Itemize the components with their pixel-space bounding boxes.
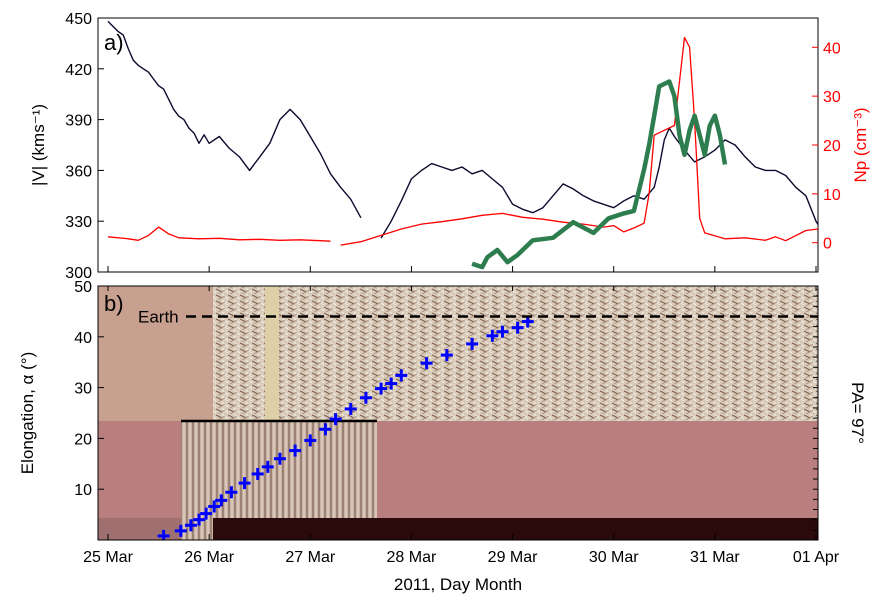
panel-a-label: a) xyxy=(104,30,124,55)
elongation-marker xyxy=(496,325,509,338)
density-tick-label: 20 xyxy=(823,138,841,155)
elongation-marker xyxy=(319,423,332,436)
elongation-marker xyxy=(304,434,317,447)
heatmap-data-gap xyxy=(265,286,279,423)
elongation-tick-label: 10 xyxy=(74,482,92,499)
elongation-marker xyxy=(420,357,433,370)
speed-tick-label: 450 xyxy=(65,11,92,28)
elongation-tick-label: 20 xyxy=(74,431,92,448)
density-axis-label: Np (cm⁻³) xyxy=(851,107,870,182)
elongation-marker xyxy=(273,452,286,465)
elongation-marker xyxy=(208,500,221,513)
speed-tick-label: 390 xyxy=(65,113,92,130)
elongation-marker xyxy=(486,329,499,342)
density-tick-label: 10 xyxy=(823,187,841,204)
density-tick-label: 40 xyxy=(823,40,841,57)
elongation-marker xyxy=(238,477,251,490)
heatmap-upper-region xyxy=(213,286,818,423)
x-axis-label: 2011, Day Month xyxy=(394,575,522,594)
elongation-marker xyxy=(395,369,408,382)
elongation-axis-label: Elongation, α (°) xyxy=(18,352,37,474)
elongation-marker xyxy=(225,486,238,499)
speed-density-panel: 300 330 360 390 420 450 0 10 20 30 40 a) |V| (kms… xyxy=(29,11,870,282)
elongation-marker xyxy=(466,337,479,350)
elongation-marker xyxy=(200,507,213,520)
elongation-marker xyxy=(193,513,206,526)
x-tick-label: 25 Mar xyxy=(83,549,133,566)
panel-a-frame xyxy=(97,17,819,273)
x-tick-label: 29 Mar xyxy=(488,549,538,566)
speed-tick-label: 420 xyxy=(65,62,92,79)
speed-series-line xyxy=(107,20,818,239)
heatmap-left-block xyxy=(98,286,213,423)
elongation-tick-label: 40 xyxy=(74,330,92,347)
green-series-line xyxy=(471,79,728,270)
panel-b-frame xyxy=(97,285,819,541)
x-tick-label: 28 Mar xyxy=(387,549,437,566)
earth-label: Earth xyxy=(138,307,179,326)
elongation-tick-label: 30 xyxy=(74,381,92,398)
elongation-marker xyxy=(375,382,388,395)
density-tick-label: 0 xyxy=(823,236,832,253)
elongation-marker xyxy=(344,402,357,415)
x-tick-label: 26 Mar xyxy=(184,549,234,566)
heatmap-dark-strip xyxy=(213,518,818,540)
elongation-marker xyxy=(184,519,197,532)
elongation-marker xyxy=(174,524,187,537)
density-series-line xyxy=(107,36,818,246)
x-tick-label: 27 Mar xyxy=(285,549,335,566)
x-tick-label: 31 Mar xyxy=(690,549,740,566)
elongation-marker xyxy=(511,321,524,334)
x-tick-label: 01 Apr xyxy=(793,549,840,566)
elongation-marker xyxy=(289,444,302,457)
speed-tick-label: 330 xyxy=(65,214,92,231)
elongation-panel: Earth 10 20 30 40 50 b) Elongation, α (°) PA… xyxy=(18,279,867,541)
speed-tick-label: 360 xyxy=(65,163,92,180)
elongation-marker xyxy=(261,460,274,473)
x-axis: 25 Mar 26 Mar 27 Mar 28 Mar 29 Mar 30 Mar 31 M… xyxy=(83,266,840,566)
elongation-marker xyxy=(359,391,372,404)
x-tick-label: 30 Mar xyxy=(589,549,639,566)
elongation-marker xyxy=(440,349,453,362)
speed-tick-label: 300 xyxy=(65,265,92,282)
elongation-tick-label: 50 xyxy=(74,279,92,296)
elongation-marker xyxy=(251,467,264,480)
elongation-marker xyxy=(329,413,342,426)
position-angle-label: PA= 97° xyxy=(848,382,867,444)
elongation-marker xyxy=(215,494,228,507)
elongation-marker xyxy=(385,377,398,390)
panel-b-label: b) xyxy=(104,291,124,316)
speed-axis-label: |V| (kms⁻¹) xyxy=(29,104,48,186)
density-tick-label: 30 xyxy=(823,89,841,106)
